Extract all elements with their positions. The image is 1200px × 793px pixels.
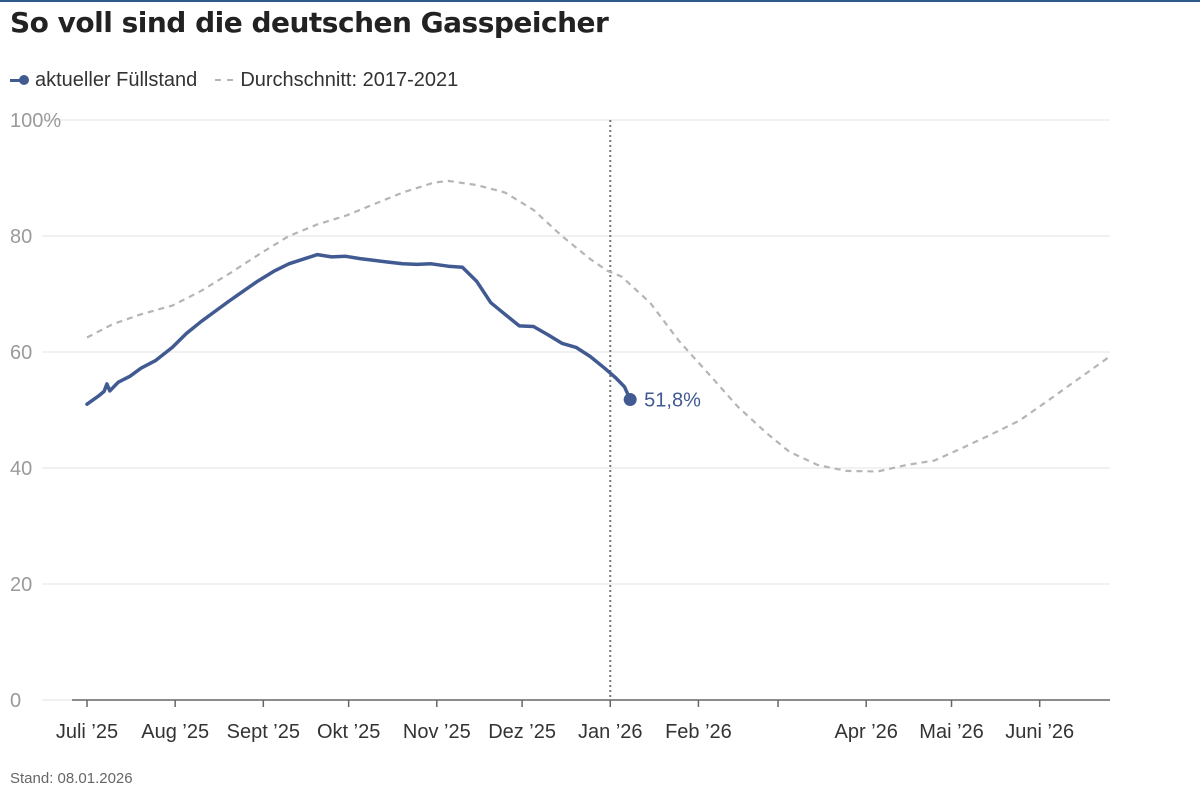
legend-current-symbol-icon [10, 75, 29, 85]
top-accent-line [0, 0, 1200, 2]
series-average-line [86, 179, 1109, 473]
legend-average-label: Durchschnitt: 2017-2021 [240, 68, 459, 91]
y-tick-label: 20 [10, 574, 32, 596]
legend-item-current: aktueller Füllstand [10, 69, 197, 92]
legend: aktueller Füllstand Durchschnitt: 2017-2… [10, 68, 476, 92]
y-tick-label: 60 [10, 342, 32, 364]
footer-source-note: Stand: 08.01.2026 [10, 770, 133, 787]
x-tick-label: Apr ’26 [835, 721, 898, 743]
x-tick-label: Feb ’26 [665, 721, 732, 743]
y-tick-label: 0 [10, 690, 21, 712]
y-tick-label: 100% [10, 110, 61, 132]
chart-title: So voll sind die deutschen Gasspeicher [10, 6, 609, 39]
series-current-endpoint [623, 393, 637, 407]
legend-current-label: aktueller Füllstand [35, 68, 198, 91]
series-current-end-label: 51,8% [644, 390, 701, 412]
x-tick-label: Dez ’25 [488, 721, 556, 743]
x-tick-label: Jan ’26 [578, 721, 643, 743]
x-tick-label: Juli ’25 [56, 721, 118, 743]
series-current-line [85, 252, 632, 406]
x-tick-label: Juni ’26 [1005, 721, 1074, 743]
y-tick-label: 80 [10, 226, 32, 248]
x-tick-label: Sept ’25 [227, 721, 300, 743]
x-tick-label: Aug ’25 [141, 721, 209, 743]
legend-average-dash-icon [215, 79, 234, 81]
x-tick-label: Nov ’25 [403, 721, 471, 743]
x-tick-label: Okt ’25 [317, 721, 380, 743]
x-tick-label: Mai ’26 [919, 721, 983, 743]
y-tick-label: 40 [10, 458, 32, 480]
legend-item-average: Durchschnitt: 2017-2021 [215, 69, 458, 92]
